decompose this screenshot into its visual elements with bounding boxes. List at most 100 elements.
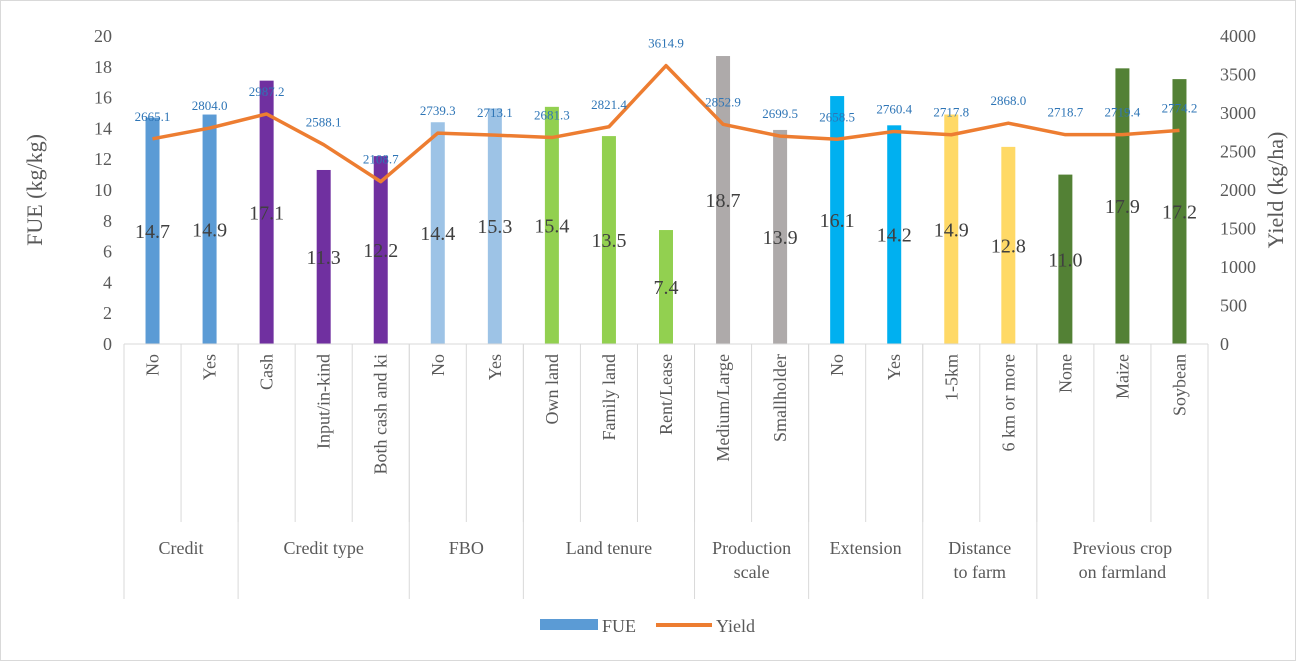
- group-label: Land tenure: [566, 538, 652, 558]
- yield-data-label: 2699.5: [762, 106, 798, 121]
- right-axis-tick-label: 2000: [1220, 180, 1256, 200]
- fue-data-label: 11.3: [307, 247, 341, 269]
- fue-data-label: 14.9: [934, 219, 969, 241]
- right-axis-tick-label: 1000: [1220, 257, 1256, 277]
- fue-bar: [887, 125, 902, 344]
- left-axis-title: FUE (kg/kg): [22, 134, 47, 246]
- fue-bar: [830, 96, 845, 344]
- yield-data-label: 2804.0: [192, 98, 228, 113]
- fue-bar: [1001, 146, 1016, 344]
- yield-data-label: 2760.4: [876, 101, 912, 116]
- fue-data-label: 13.9: [763, 227, 798, 249]
- fue-data-label: 17.1: [249, 202, 284, 224]
- group-label: Distance: [948, 538, 1011, 558]
- yield-data-label: 2717.8: [933, 105, 969, 120]
- legend-fue-label: FUE: [602, 616, 636, 636]
- fue-data-label: 7.4: [654, 277, 679, 299]
- fue-bar: [1115, 68, 1130, 344]
- group-label: on farmland: [1079, 562, 1166, 582]
- fue-bar: [659, 230, 673, 344]
- group-label: to farm: [954, 562, 1006, 582]
- fue-data-label: 14.2: [877, 225, 912, 247]
- fue-bar: [944, 114, 959, 344]
- fue-bar: [1058, 174, 1073, 344]
- fue-bar: [145, 117, 160, 345]
- category-label: No: [143, 354, 163, 376]
- category-label: Yes: [884, 354, 904, 380]
- yield-data-label: 2665.1: [135, 109, 171, 124]
- fue-data-label: 12.2: [363, 240, 398, 262]
- yield-data-label: 2681.3: [534, 108, 570, 123]
- group-label: Production: [712, 538, 791, 558]
- group-label: Previous crop: [1073, 538, 1172, 558]
- category-label: 6 km or more: [998, 354, 1018, 451]
- yield-data-label: 2108.7: [363, 152, 399, 167]
- category-label: Soybean: [1169, 354, 1189, 416]
- category-label: Smallholder: [770, 354, 790, 442]
- fue-data-label: 13.5: [591, 230, 626, 252]
- right-axis-tick-label: 3000: [1220, 103, 1256, 123]
- fue-data-label: 14.4: [420, 223, 455, 245]
- category-label: Maize: [1112, 354, 1132, 399]
- group-label: scale: [734, 562, 770, 582]
- yield-line: [152, 63, 1180, 184]
- yield-data-label: 2852.9: [705, 94, 741, 109]
- group-label: Credit type: [283, 538, 363, 558]
- legend-yield-label: Yield: [716, 616, 755, 636]
- fue-data-label: 17.9: [1105, 196, 1140, 218]
- fue-data-label: 17.2: [1162, 202, 1197, 224]
- category-label: Rent/Lease: [656, 354, 676, 435]
- category-label: Both cash and ki: [371, 354, 391, 474]
- fue-bar: [544, 106, 559, 344]
- category-label: Medium/Large: [713, 354, 733, 462]
- yield-data-label: 2718.7: [1047, 105, 1083, 120]
- category-label: 1-5km: [941, 354, 961, 401]
- fue-bar: [259, 80, 274, 344]
- category-label: Own land: [542, 354, 562, 425]
- category-label: No: [428, 354, 448, 376]
- fue-bar: [601, 136, 616, 344]
- category-label: Cash: [257, 354, 277, 390]
- group-label: FBO: [449, 538, 484, 558]
- yield-data-label: 2987.2: [249, 84, 285, 99]
- yield-data-label: 2719.4: [1105, 105, 1141, 120]
- category-label: Yes: [200, 354, 220, 380]
- yield-data-label: 2821.4: [591, 97, 627, 112]
- right-axis-tick-label: 4000: [1220, 26, 1256, 46]
- left-axis-tick-label: 6: [103, 242, 112, 262]
- right-axis-tick-label: 2500: [1220, 142, 1256, 162]
- fue-bar: [373, 156, 388, 344]
- fue-data-label: 14.7: [135, 221, 170, 243]
- fue-data-label: 18.7: [706, 190, 741, 212]
- fue-bar: [1172, 79, 1187, 345]
- left-axis-tick-label: 12: [94, 149, 112, 169]
- legend-fue-swatch: [540, 619, 598, 630]
- right-axis-tick-label: 500: [1220, 296, 1247, 316]
- yield-data-label: 2739.3: [420, 103, 456, 118]
- left-axis-tick-label: 20: [94, 26, 112, 46]
- fue-bar: [773, 129, 788, 344]
- yield-data-label: 2868.0: [990, 93, 1026, 108]
- yield-data-label: 3614.9: [648, 36, 684, 51]
- category-label: Family land: [599, 354, 619, 441]
- fue-data-label: 15.3: [477, 216, 512, 238]
- fue-bar: [316, 169, 331, 344]
- category-label: Input/in-kind: [314, 354, 334, 449]
- yield-data-label: 2713.1: [477, 105, 513, 120]
- fue-bar: [716, 56, 731, 345]
- fue-bar: [430, 122, 445, 345]
- fue-data-label: 12.8: [991, 235, 1026, 257]
- fue-data-label: 16.1: [820, 210, 855, 232]
- left-axis-tick-label: 16: [94, 88, 112, 108]
- fue-bar: [487, 108, 502, 344]
- category-label: Yes: [485, 354, 505, 380]
- fue-bar: [202, 114, 217, 344]
- fue-data-label: 14.9: [192, 219, 227, 241]
- left-axis-tick-label: 18: [94, 57, 112, 77]
- right-axis-tick-label: 0: [1220, 334, 1229, 354]
- group-label: Credit: [159, 538, 204, 558]
- yield-data-label: 2774.2: [1162, 100, 1198, 115]
- group-label: Extension: [830, 538, 902, 558]
- left-axis-tick-label: 2: [103, 303, 112, 323]
